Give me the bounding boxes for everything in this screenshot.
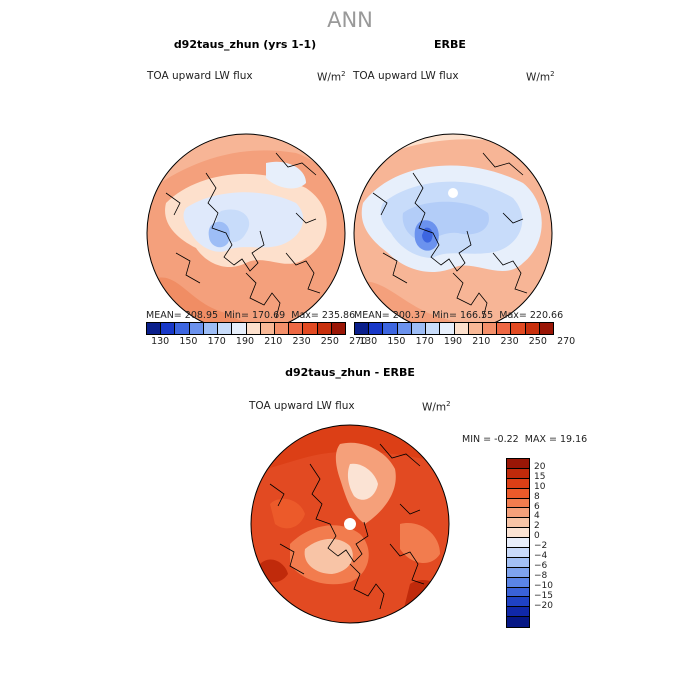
panel-1-stats: MEAN= 208.95 Min= 170.69 Max= 235.86 [146,310,356,321]
colorbar-tick-label: −20 [534,600,553,611]
colorbar-swatch [507,557,529,568]
colorbar-tick-label: 270 [349,336,368,347]
colorbar-swatch [203,323,219,334]
panel-2-variable: TOA upward LW flux [353,70,459,82]
panel-1-title: d92taus_zhun (yrs 1-1) [173,38,317,51]
colorbar-swatch [525,323,540,334]
colorbar-swatch [147,323,162,334]
colorbar-swatch [507,459,529,469]
colorbar-tick-label: 230 [292,336,311,347]
colorbar-swatch [411,323,427,334]
colorbar-tick-label: 150 [387,336,406,347]
panel-2-polar-map [353,133,553,333]
colorbar-tick-label: 190 [443,336,463,347]
colorbar-tick-label: 10 [534,481,546,492]
colorbar-swatch [355,323,370,334]
colorbar-swatch [369,323,384,334]
colorbar-tick-label: −4 [534,551,548,561]
colorbar-tick-label: −6 [534,560,548,571]
colorbar-swatch [468,323,483,334]
colorbar-tick-label: 230 [500,336,519,347]
colorbar-tick-label: 6 [534,501,540,512]
colorbar-swatch [507,607,529,618]
panel-2-colorbar [354,322,554,335]
colorbar-tick-label: 130 [359,336,378,347]
diff-title: d92taus_zhun - ERBE [285,366,415,379]
colorbar-swatch [507,567,529,578]
diff-polar-map [250,424,450,624]
colorbar-swatch [161,323,176,334]
colorbar-tick-label: 170 [207,336,226,347]
colorbar-tick-label: 270 [557,336,576,347]
colorbar-tick-label: 15 [534,471,546,482]
colorbar-tick-label: 210 [264,336,283,347]
colorbar-tick-label: 170 [415,336,434,347]
colorbar-swatch [454,323,469,334]
colorbar-tick-label: −10 [534,580,553,591]
colorbar-swatch [507,577,529,588]
colorbar-swatch [507,587,529,598]
colorbar-tick-label: 210 [472,336,491,347]
colorbar-tick-label: 250 [320,336,339,347]
panel-2-stats: MEAN= 200.37 Min= 166.55 Max= 220.66 [354,310,564,321]
colorbar-swatch [511,323,526,334]
colorbar-tick-label: 150 [179,336,198,347]
panel-1-polar-map [146,133,346,333]
colorbar-swatch [317,323,332,334]
diff-units: W/m2 [422,400,451,414]
colorbar-tick-label: −15 [534,590,553,601]
colorbar-tick-label: 2 [534,521,540,532]
colorbar-swatch [507,617,529,628]
colorbar-swatch [274,323,290,334]
colorbar-tick-label: −2 [534,541,548,552]
panel-1-colorbar [146,322,346,335]
colorbar-swatch [507,597,529,608]
main-title: ANN [327,8,373,32]
diff-stats: MIN = -0.22 MAX = 19.16 [462,434,588,445]
colorbar-swatch [260,323,275,334]
colorbar-swatch [397,323,412,334]
colorbar-swatch [507,498,529,509]
diff-colorbar [506,458,530,629]
colorbar-swatch [497,323,512,334]
colorbar-swatch [189,323,204,334]
panel-1-units: W/m2 [317,70,346,84]
colorbar-swatch [482,323,498,334]
colorbar-swatch [232,323,247,334]
diff-variable: TOA upward LW flux [249,400,355,412]
colorbar-swatch [426,323,441,334]
colorbar-swatch [539,323,554,334]
colorbar-swatch [440,323,455,334]
colorbar-tick-label: −8 [534,570,548,581]
panel-2-title: ERBE [434,38,466,51]
colorbar-tick-label: 0 [534,531,540,542]
colorbar-tick-label: 130 [151,336,170,347]
panel-1-variable: TOA upward LW flux [147,70,253,82]
colorbar-swatch [507,538,529,549]
colorbar-swatch [289,323,304,334]
colorbar-tick-label: 4 [534,511,540,522]
colorbar-swatch [507,528,529,539]
colorbar-swatch [331,323,346,334]
colorbar-swatch [175,323,190,334]
colorbar-swatch [507,488,529,499]
colorbar-swatch [507,508,529,519]
colorbar-tick-label: 20 [534,461,546,472]
colorbar-swatch [303,323,318,334]
colorbar-tick-label: 190 [235,336,255,347]
colorbar-swatch [507,548,529,558]
colorbar-swatch [383,323,398,334]
colorbar-swatch [218,323,233,334]
colorbar-tick-label: 250 [528,336,547,347]
colorbar-swatch [507,518,529,529]
colorbar-swatch [507,468,529,479]
colorbar-swatch [246,323,261,334]
panel-2-units: W/m2 [526,70,555,84]
colorbar-tick-label: 8 [534,491,540,502]
colorbar-swatch [507,478,529,489]
